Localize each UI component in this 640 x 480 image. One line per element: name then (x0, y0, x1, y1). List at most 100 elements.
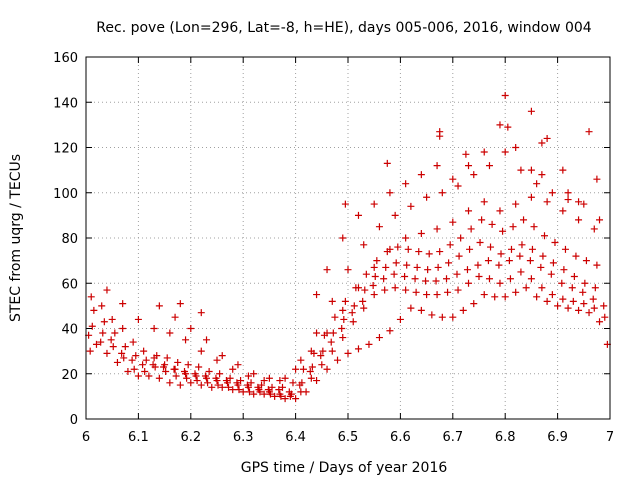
x-tick-label: 6.7 (442, 430, 463, 445)
data-point (561, 245, 569, 253)
data-point (467, 225, 475, 233)
data-point (151, 363, 159, 371)
data-point (445, 259, 453, 267)
data-point (434, 263, 442, 271)
x-tick-label: 6.2 (180, 430, 201, 445)
data-point (247, 379, 255, 387)
data-point (462, 150, 470, 158)
grid-lines (86, 57, 610, 419)
data-point (214, 381, 222, 389)
data-point (344, 266, 352, 274)
data-point (369, 282, 377, 290)
data-point (403, 261, 411, 269)
data-point (99, 329, 107, 337)
data-point (103, 286, 111, 294)
data-point (537, 263, 545, 271)
data-point (572, 252, 580, 260)
data-point (480, 148, 488, 156)
data-point (446, 241, 454, 249)
data-point (487, 243, 495, 251)
data-point (297, 388, 305, 396)
data-point (526, 257, 534, 265)
data-point (128, 356, 136, 364)
data-point (362, 270, 370, 278)
x-tick-label: 6.8 (495, 430, 516, 445)
data-point (145, 372, 153, 380)
data-point (191, 370, 199, 378)
data-point (551, 239, 559, 247)
data-point (323, 365, 331, 373)
data-point (401, 272, 409, 280)
data-point (341, 200, 349, 208)
data-point (134, 372, 142, 380)
data-point (564, 304, 572, 312)
data-point (197, 381, 205, 389)
data-point (245, 388, 253, 396)
data-point (417, 229, 425, 237)
data-point (533, 293, 541, 301)
data-point (543, 198, 551, 206)
y-tick-label: 20 (61, 368, 78, 383)
data-point (530, 223, 538, 231)
data-point (522, 284, 530, 292)
data-point (548, 189, 556, 197)
x-tick-label: 6.9 (547, 430, 568, 445)
data-point (433, 162, 441, 170)
data-point (394, 243, 402, 251)
data-point (234, 361, 242, 369)
data-point (243, 381, 251, 389)
data-point (118, 349, 126, 357)
data-point (354, 211, 362, 219)
y-tick-label: 0 (70, 413, 78, 428)
data-point (222, 377, 230, 385)
data-point (213, 356, 221, 364)
data-point (423, 291, 431, 299)
data-point (391, 284, 399, 292)
data-point (512, 144, 520, 151)
data-point (134, 315, 142, 323)
data-point (585, 128, 593, 136)
data-point (289, 379, 297, 387)
data-point (466, 245, 474, 253)
y-tick-label: 120 (53, 142, 78, 157)
data-point (103, 349, 111, 357)
data-point (140, 347, 148, 355)
data-point (538, 171, 546, 179)
data-point (225, 383, 233, 391)
data-point (334, 356, 342, 364)
data-point (438, 189, 446, 197)
data-point (281, 374, 289, 382)
data-point (181, 367, 189, 375)
data-point (132, 352, 140, 360)
data-point (560, 266, 568, 274)
data-point (375, 334, 383, 342)
data-point (360, 304, 368, 312)
data-point (298, 379, 306, 387)
data-point (407, 202, 415, 210)
data-point (570, 272, 578, 280)
data-point (265, 374, 273, 382)
data-point (558, 279, 566, 287)
data-point (268, 383, 276, 391)
data-point (208, 383, 216, 391)
data-point (204, 379, 212, 387)
data-point (412, 288, 420, 296)
data-point (569, 297, 577, 305)
axis-ticks (85, 56, 611, 420)
data-point (559, 207, 567, 215)
data-point (124, 367, 132, 375)
data-point (344, 349, 352, 357)
data-point (488, 220, 496, 228)
data-point (590, 225, 598, 233)
data-point (480, 291, 488, 299)
data-point (308, 363, 316, 371)
y-axis-label: STEC from uqrg / TECUs (8, 154, 24, 322)
data-point (504, 123, 512, 131)
data-point (119, 325, 127, 332)
y-tick-label: 40 (61, 323, 78, 338)
data-point (205, 367, 213, 375)
data-point (226, 374, 234, 382)
data-point (591, 284, 599, 292)
data-point (349, 318, 357, 326)
